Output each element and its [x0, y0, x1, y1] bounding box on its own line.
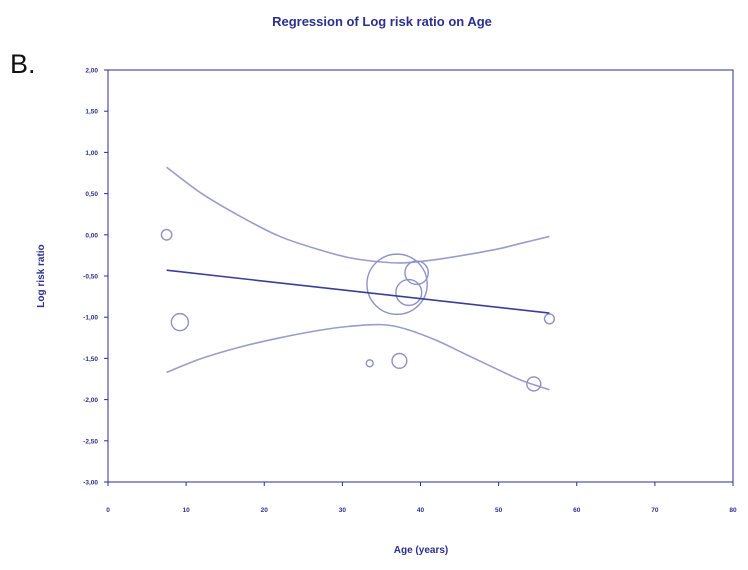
- x-axis-label: Age (years): [394, 545, 448, 556]
- y-axis-label: Log risk ratio: [36, 244, 47, 307]
- x-tick-label: 60: [573, 507, 581, 514]
- study-bubble: [526, 376, 542, 392]
- y-tick-label: -1,00: [83, 315, 98, 322]
- x-tick-label: 10: [183, 507, 191, 514]
- y-tick-label: -2,50: [83, 438, 98, 445]
- ci-lower-curve: [166, 323, 550, 391]
- panel-letter: B.: [10, 49, 36, 79]
- y-tick-label: 0,50: [85, 191, 98, 198]
- study-bubble: [395, 278, 423, 307]
- study-bubble: [366, 253, 428, 316]
- study-bubble: [543, 313, 556, 325]
- y-tick-label: 1,00: [85, 150, 98, 157]
- x-axis-ticks: 0 10 20 30 40 50 60 70 80: [106, 482, 737, 514]
- y-tick-label: 1,50: [85, 109, 98, 116]
- plot-area-frame: [107, 69, 734, 483]
- y-tick-label: 2,00: [85, 68, 98, 75]
- y-axis-ticks: 2,00 1,50 1,00 0,50 0,00 -0,50 -1,00 -1,50 -2,00…: [83, 68, 108, 487]
- x-tick-label: 70: [651, 507, 659, 514]
- study-bubble: [160, 228, 173, 241]
- study-bubble: [170, 312, 190, 332]
- study-bubbles: [160, 228, 556, 392]
- study-bubble: [391, 352, 408, 369]
- regression-line-group: [166, 269, 550, 314]
- x-tick-label: 0: [106, 507, 110, 514]
- x-tick-label: 50: [495, 507, 503, 514]
- y-tick-label: -3,00: [83, 480, 98, 487]
- study-bubble: [365, 359, 374, 368]
- chart-title: Regression of Log risk ratio on Age: [272, 14, 492, 29]
- x-tick-label: 20: [261, 507, 269, 514]
- y-tick-label: -2,00: [83, 397, 98, 404]
- regression-line: [166, 269, 550, 314]
- confidence-interval-curves: [166, 166, 550, 391]
- x-tick-label: 30: [339, 507, 347, 514]
- ci-upper-curve: [166, 166, 550, 264]
- y-tick-label: -1,50: [83, 356, 98, 363]
- y-tick-label: 0,00: [85, 232, 98, 239]
- x-tick-label: 80: [729, 507, 737, 514]
- study-bubble: [404, 260, 429, 286]
- x-tick-label: 40: [417, 507, 425, 514]
- y-tick-label: -0,50: [83, 274, 98, 281]
